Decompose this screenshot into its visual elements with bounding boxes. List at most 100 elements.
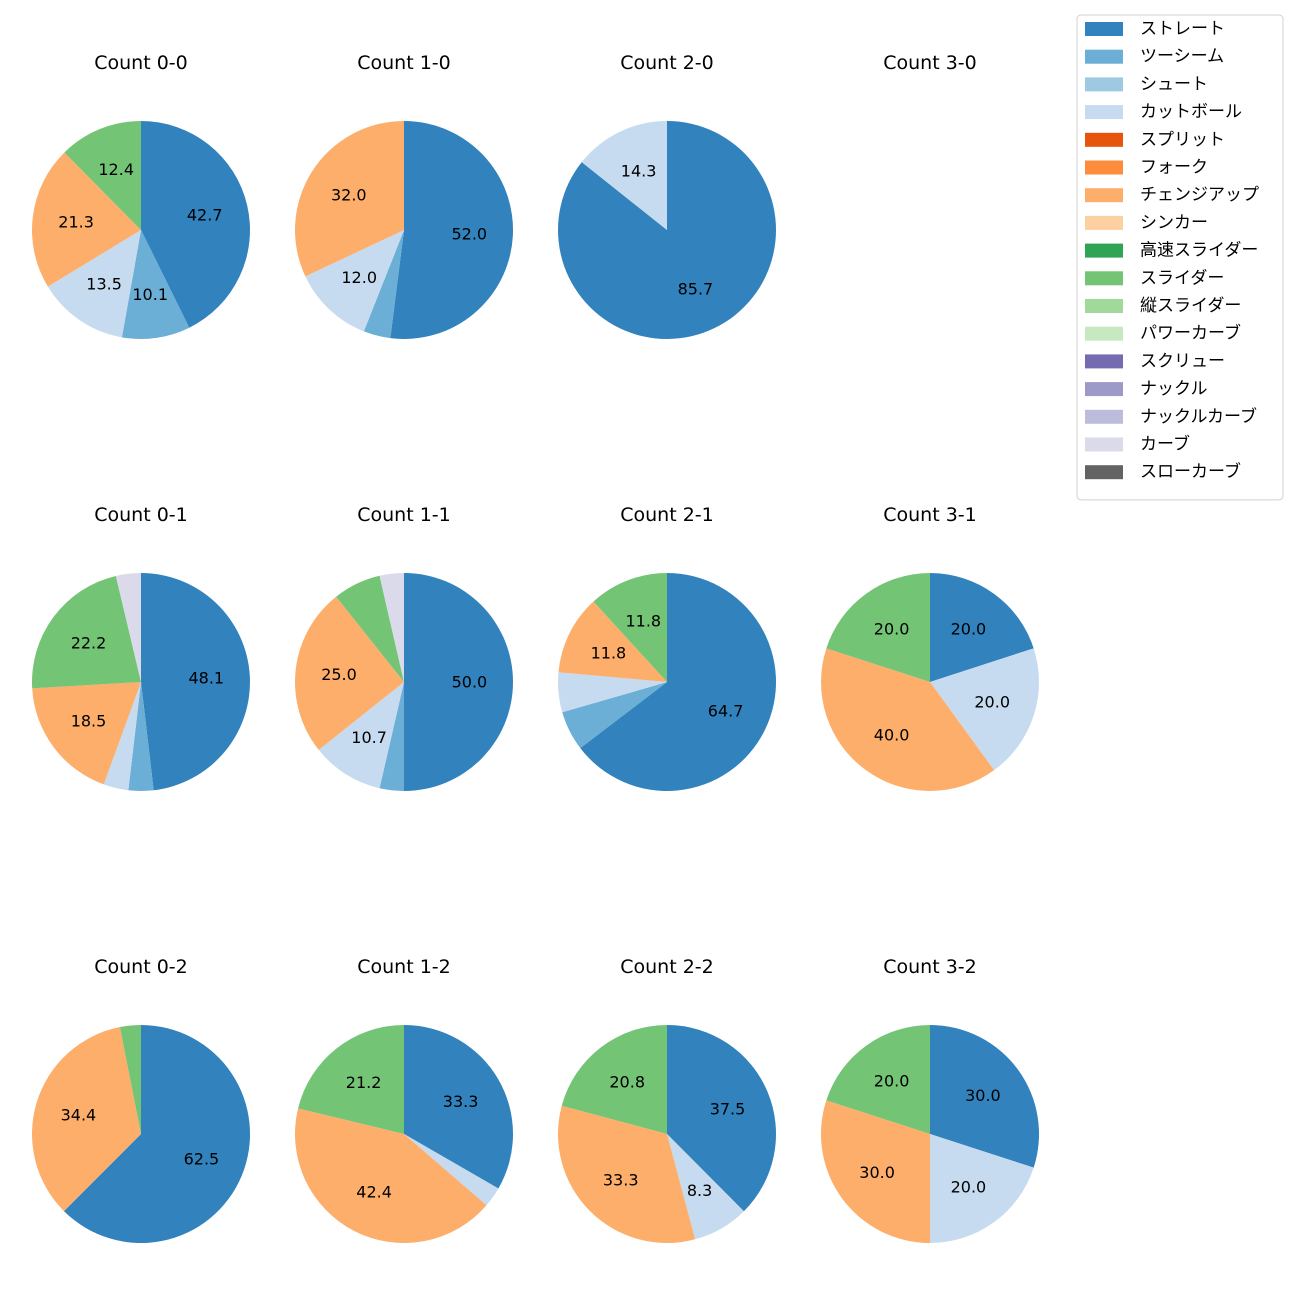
slice-label-count-2-2-1: 8.3 — [687, 1181, 712, 1200]
pie-title-count-2-0: Count 2-0 — [620, 52, 714, 74]
pie-slice-count-2-1-4 — [593, 573, 667, 682]
pie-slice-count-1-2-1 — [404, 1134, 499, 1206]
slice-label-count-0-1-0: 48.1 — [188, 669, 224, 688]
slice-label-count-1-0-0: 52.0 — [451, 225, 487, 244]
slice-label-count-1-1-0: 50.0 — [452, 673, 488, 692]
pie-count-1-2: Count 1-2 33.3 42.4 21.2 — [295, 956, 514, 1244]
pie-count-3-2: Count 3-2 30.0 20.0 30.0 20.0 — [820, 956, 1040, 1243]
pie-slice-count-2-1-0 — [580, 573, 777, 791]
slice-label-count-3-2-0: 30.0 — [965, 1086, 1001, 1105]
legend-swatch-8 — [1085, 243, 1123, 258]
pie-slice-count-0-1-5 — [115, 573, 141, 682]
slice-label-count-3-1-1: 20.0 — [974, 693, 1010, 712]
pie-title-count-3-2: Count 3-2 — [883, 956, 977, 978]
slice-label-count-1-2-2: 42.4 — [356, 1183, 392, 1202]
slice-label-count-0-0-2: 13.5 — [86, 275, 122, 294]
legend-swatch-13 — [1085, 382, 1123, 397]
pie-slice-count-2-1-1 — [562, 682, 667, 749]
pie-title-count-1-2: Count 1-2 — [357, 956, 451, 978]
pie-count-2-0: Count 2-0 85.7 14.3 — [558, 52, 777, 339]
pie-slice-count-1-1-1 — [379, 682, 404, 791]
pie-count-0-2: Count 0-2 62.5 34.4 — [32, 956, 251, 1243]
pie-title-count-2-1: Count 2-1 — [620, 504, 714, 526]
legend-frame — [1076, 14, 1284, 501]
pie-slice-count-1-0-2 — [305, 230, 404, 332]
pie-slice-count-2-2-0 — [667, 1025, 777, 1212]
pie-slice-count-3-1-1 — [930, 648, 1040, 771]
slice-label-count-3-2-3: 20.0 — [874, 1072, 910, 1091]
pie-slice-count-0-1-1 — [128, 682, 154, 791]
slice-label-count-0-0-4: 12.4 — [98, 160, 134, 179]
pie-slice-count-1-1-3 — [295, 596, 404, 750]
pie-title-count-0-0: Count 0-0 — [94, 52, 188, 74]
pie-slice-count-2-2-3 — [561, 1025, 667, 1134]
legend-label-15: カーブ — [1140, 434, 1190, 455]
slice-label-count-0-0-3: 21.3 — [58, 213, 94, 232]
pie-slice-count-1-1-4 — [336, 575, 404, 682]
pie-slice-count-3-2-1 — [930, 1134, 1034, 1243]
legend-swatch-3 — [1085, 105, 1123, 120]
pie-slice-count-0-2-0 — [63, 1025, 251, 1243]
slice-label-count-1-0-3: 32.0 — [331, 186, 367, 205]
slice-label-count-2-2-2: 33.3 — [603, 1171, 639, 1190]
pie-count-1-1: Count 1-1 50.0 10.7 25.0 — [295, 504, 513, 791]
pie-slice-count-0-0-2 — [47, 230, 141, 338]
slice-label-count-0-0-0: 42.7 — [187, 206, 223, 225]
pie-slice-count-3-2-2 — [820, 1100, 930, 1243]
legend-swatch-6 — [1085, 188, 1123, 203]
pie-slice-count-0-2-2 — [119, 1025, 141, 1134]
pie-slice-count-1-0-0 — [390, 120, 514, 339]
pie-slice-count-1-1-2 — [318, 682, 404, 789]
legend-swatch-1 — [1085, 49, 1123, 64]
pie-slice-count-3-1-2 — [820, 648, 995, 792]
pie-slice-count-0-0-3 — [31, 152, 142, 287]
pie-count-0-1: Count 0-1 48.1 18.5 22.2 — [31, 504, 250, 791]
legend-swatch-15 — [1085, 437, 1123, 452]
slice-label-count-2-2-0: 37.5 — [710, 1100, 746, 1119]
slice-label-count-0-1-3: 18.5 — [71, 712, 107, 731]
pie-title-count-1-0: Count 1-0 — [357, 52, 451, 74]
pie-title-count-3-0: Count 3-0 — [883, 52, 977, 74]
slice-label-count-0-1-4: 22.2 — [71, 633, 107, 652]
legend-label-7: シンカー — [1140, 213, 1208, 233]
pie-slice-count-1-0-3 — [294, 120, 404, 277]
slice-label-count-1-1-3: 25.0 — [321, 665, 357, 684]
pie-slice-count-1-1-0 — [404, 573, 513, 791]
pie-count-1-0: Count 1-0 52.0 12.0 32.0 — [294, 52, 514, 339]
slice-label-count-1-2-3: 21.2 — [346, 1073, 382, 1092]
legend-label-11: パワーカーブ — [1140, 323, 1241, 344]
legend-label-9: スライダー — [1140, 268, 1224, 288]
slice-label-count-1-2-0: 33.3 — [443, 1092, 479, 1111]
pie-slice-count-3-1-0 — [930, 573, 1034, 682]
slice-label-count-2-1-4: 11.8 — [625, 612, 661, 631]
pie-title-count-1-1: Count 1-1 — [357, 504, 451, 526]
pie-slice-count-0-1-4 — [31, 575, 142, 689]
pie-slice-count-0-1-3 — [32, 682, 141, 785]
pie-slice-count-2-2-2 — [558, 1105, 696, 1244]
pie-count-3-1: Count 3-1 20.0 20.0 40.0 20.0 — [820, 504, 1040, 792]
slice-label-count-0-2-0: 62.5 — [184, 1150, 220, 1169]
pie-title-count-2-2: Count 2-2 — [620, 956, 714, 978]
slice-label-count-2-2-3: 20.8 — [609, 1073, 645, 1092]
pie-count-2-2: Count 2-2 37.5 8.3 33.3 20.8 — [558, 956, 777, 1244]
legend-swatch-2 — [1085, 77, 1123, 92]
legend-label-12: スクリュー — [1140, 351, 1225, 371]
legend-label-14: ナックルカーブ — [1140, 406, 1257, 427]
legend-label-0: ストレート — [1140, 19, 1225, 39]
slice-label-count-1-0-2: 12.0 — [341, 268, 377, 287]
pies-layer: Count 0-0 42.7 10.1 13.5 21.3 12.4 Count 1-0 52… — [31, 52, 1040, 1244]
pie-slice-count-1-2-3 — [298, 1025, 404, 1134]
legend-label-16: スローカーブ — [1140, 461, 1241, 482]
slice-label-count-3-2-2: 30.0 — [859, 1163, 895, 1182]
pie-slice-count-1-2-2 — [295, 1108, 487, 1244]
legend-label-10: 縦スライダー — [1140, 296, 1241, 316]
pie-slice-count-2-1-3 — [558, 601, 667, 682]
pie-slice-count-1-2-0 — [404, 1025, 514, 1189]
legend-label-2: シュート — [1140, 74, 1208, 94]
legend-swatch-5 — [1085, 160, 1123, 175]
slice-label-count-3-1-3: 20.0 — [874, 620, 910, 639]
legend-swatch-4 — [1085, 132, 1123, 147]
legend-label-6: チェンジアップ — [1140, 185, 1259, 205]
pie-slice-count-1-1-5 — [379, 573, 404, 682]
pie-slice-count-3-2-3 — [826, 1025, 930, 1134]
